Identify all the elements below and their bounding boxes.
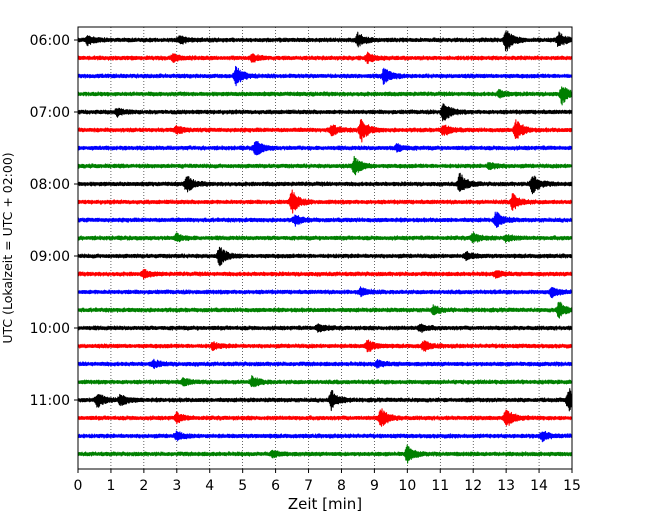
trace-0715 <box>77 118 573 143</box>
x-tick-label-8: 8 <box>337 478 346 494</box>
trace-0800 <box>77 172 573 195</box>
x-tick-label-9: 9 <box>370 478 379 494</box>
x-axis-ticks: 0 1 2 3 4 5 6 7 8 9 10 11 12 13 14 15 <box>74 469 581 494</box>
plot-frame <box>77 26 573 470</box>
trace-0830 <box>77 211 573 228</box>
trace-0615 <box>77 51 573 65</box>
trace-0900 <box>77 246 573 267</box>
trace-0815 <box>77 189 573 214</box>
trace-0700 <box>77 103 573 122</box>
x-tick-label-1: 1 <box>106 478 115 494</box>
trace-0745 <box>77 155 573 176</box>
y-tick-label-08:00: 08:00 <box>30 177 70 193</box>
x-tick-label-10: 10 <box>398 478 416 494</box>
x-tick-label-2: 2 <box>139 478 148 494</box>
x-tick-label-4: 4 <box>205 478 214 494</box>
trace-1045 <box>77 375 573 388</box>
trace-0630 <box>77 65 573 87</box>
seismogram-traces <box>77 30 573 464</box>
trace-1115 <box>77 408 573 427</box>
trace-1000 <box>77 323 573 334</box>
x-tick-label-11: 11 <box>431 478 449 494</box>
trace-1130 <box>77 430 573 443</box>
x-tick-label-12: 12 <box>464 478 482 494</box>
y-axis-ticks: 06:00 07:00 08:00 09:00 10:00 11:00 <box>30 33 78 409</box>
trace-1030 <box>77 358 573 370</box>
x-axis-label: Zeit [min] <box>288 495 362 513</box>
trace-1100 <box>77 388 573 412</box>
x-tick-label-3: 3 <box>172 478 181 494</box>
trace-0915 <box>77 268 573 280</box>
trace-1015 <box>77 339 573 353</box>
trace-0600 <box>77 30 573 52</box>
trace-0945 <box>77 301 573 319</box>
x-tick-label-13: 13 <box>497 478 515 494</box>
y-tick-label-09:00: 09:00 <box>30 249 70 265</box>
y-tick-label-07:00: 07:00 <box>30 105 70 121</box>
x-tick-label-14: 14 <box>530 478 548 494</box>
x-tick-label-15: 15 <box>563 478 581 494</box>
y-tick-label-06:00: 06:00 <box>30 33 70 49</box>
x-tick-label-6: 6 <box>271 478 280 494</box>
x-tick-label-0: 0 <box>74 478 83 494</box>
y-tick-label-10:00: 10:00 <box>30 321 70 337</box>
x-tick-label-5: 5 <box>238 478 247 494</box>
trace-0730 <box>77 140 573 156</box>
x-tick-label-7: 7 <box>304 478 313 494</box>
trace-0645 <box>77 86 573 106</box>
trace-0930 <box>77 286 573 299</box>
trace-1145 <box>77 444 573 464</box>
trace-0845 <box>77 231 573 244</box>
y-axis-label: UTC (Lokalzeit = UTC + 02:00) <box>0 152 15 343</box>
y-tick-label-11:00: 11:00 <box>30 393 70 409</box>
